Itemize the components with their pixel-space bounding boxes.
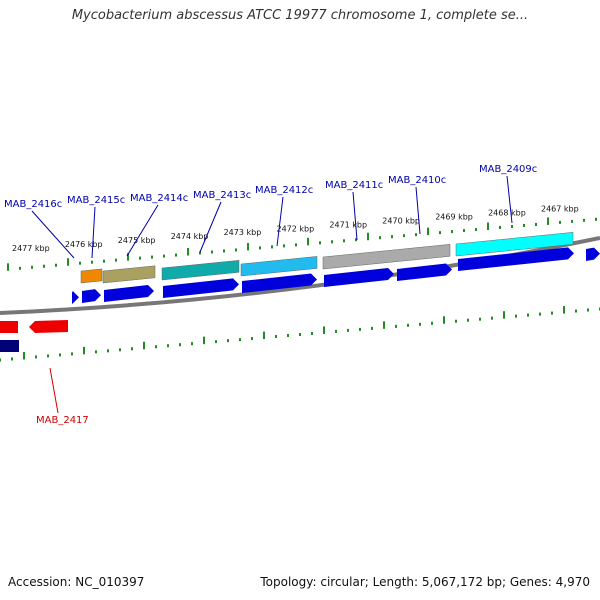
gene-label-mab_2415c: MAB_2415c <box>67 195 125 206</box>
gene-label-mab_2413c: MAB_2413c <box>193 190 251 201</box>
kbp-label: 2477 kbp <box>12 244 50 253</box>
genome-stats: Topology: circular; Length: 5,067,172 bp… <box>260 575 590 589</box>
reverse-gene <box>0 321 18 333</box>
gene-label-mab_2409c: MAB_2409c <box>479 164 537 175</box>
cds-arrow <box>104 285 154 302</box>
kbp-label: 2468 kbp <box>488 208 526 217</box>
gene-leader-line <box>199 201 222 253</box>
kbp-label: 2467 kbp <box>541 204 579 213</box>
cds-arrow <box>324 268 394 287</box>
cds-arrow <box>397 263 452 281</box>
gene-leader-line <box>352 191 358 241</box>
cds-arrow <box>242 273 317 293</box>
reverse-gene <box>29 320 68 333</box>
kbp-ticks-top <box>7 217 597 271</box>
gene-leader-line <box>276 196 284 247</box>
gene-features <box>0 232 600 352</box>
gene-label-mab_2417: MAB_2417 <box>36 415 89 426</box>
kbp-label: 2476 kbp <box>65 240 103 249</box>
gene-leader-line <box>126 204 159 257</box>
gene-label-mab_2411c: MAB_2411c <box>325 180 383 191</box>
kbp-label: 2474 kbp <box>171 232 209 241</box>
cds-arrow <box>458 247 574 271</box>
map-title: Mycobacterium abscessus ATCC 19977 chrom… <box>71 8 529 23</box>
gene-block <box>80 268 103 284</box>
gene-block <box>455 232 574 257</box>
gene-label-mab_2414c: MAB_2414c <box>130 193 188 204</box>
gene-label-mab_2410c: MAB_2410c <box>388 175 446 186</box>
gene-leader-line <box>415 186 421 235</box>
gene-label-mab_2416c: MAB_2416c <box>4 199 62 210</box>
accession-info: Accession: NC_010397 <box>8 575 145 589</box>
gene-block <box>161 260 240 281</box>
gene-labels: MAB_2416c MAB_2415c MAB_2414c MAB_2413c MAB_… <box>4 164 537 426</box>
kbp-ticks-bottom <box>0 306 600 362</box>
gene-block <box>240 256 318 277</box>
gene-leader-line <box>91 206 96 259</box>
cds-arrow <box>586 247 600 261</box>
kbp-label: 2471 kbp <box>329 220 367 229</box>
cds-arrow <box>163 278 239 298</box>
gene-block <box>322 244 451 270</box>
gene-block <box>102 265 156 284</box>
gene-label-mab_2412c: MAB_2412c <box>255 185 313 196</box>
cds-arrow <box>72 291 79 304</box>
kbp-label: 2473 kbp <box>224 228 262 237</box>
gene-leader-line <box>31 210 75 259</box>
dark-gene <box>0 340 19 352</box>
cds-arrow <box>82 289 101 303</box>
kbp-label: 2470 kbp <box>382 216 420 225</box>
gene-leader-line <box>49 367 59 414</box>
kbp-label: 2469 kbp <box>435 212 473 221</box>
gene-leader-line <box>506 175 513 224</box>
kbp-label: 2472 kbp <box>277 224 315 233</box>
